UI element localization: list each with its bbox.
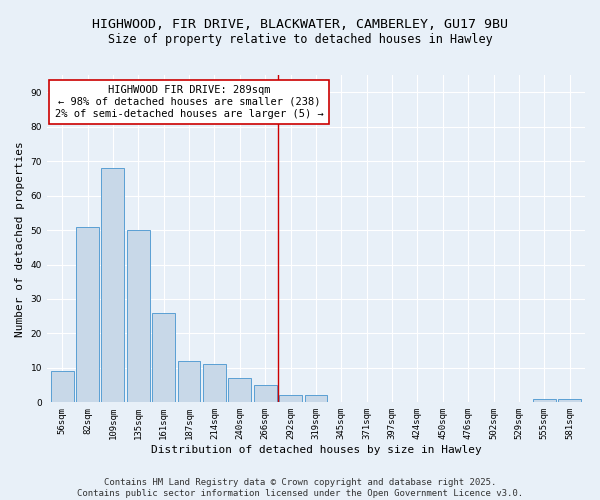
Text: Contains HM Land Registry data © Crown copyright and database right 2025.
Contai: Contains HM Land Registry data © Crown c… xyxy=(77,478,523,498)
Bar xyxy=(178,361,200,403)
Text: HIGHWOOD FIR DRIVE: 289sqm
← 98% of detached houses are smaller (238)
2% of semi: HIGHWOOD FIR DRIVE: 289sqm ← 98% of deta… xyxy=(55,86,323,118)
X-axis label: Distribution of detached houses by size in Hawley: Distribution of detached houses by size … xyxy=(151,445,481,455)
Bar xyxy=(254,385,277,402)
Bar xyxy=(51,372,74,402)
Y-axis label: Number of detached properties: Number of detached properties xyxy=(15,141,25,336)
Bar xyxy=(203,364,226,403)
Bar xyxy=(152,312,175,402)
Bar xyxy=(559,399,581,402)
Bar xyxy=(127,230,150,402)
Bar xyxy=(305,396,328,402)
Bar xyxy=(76,226,99,402)
Bar xyxy=(279,396,302,402)
Bar xyxy=(229,378,251,402)
Bar xyxy=(533,399,556,402)
Text: HIGHWOOD, FIR DRIVE, BLACKWATER, CAMBERLEY, GU17 9BU: HIGHWOOD, FIR DRIVE, BLACKWATER, CAMBERL… xyxy=(92,18,508,30)
Text: Size of property relative to detached houses in Hawley: Size of property relative to detached ho… xyxy=(107,32,493,46)
Bar xyxy=(101,168,124,402)
